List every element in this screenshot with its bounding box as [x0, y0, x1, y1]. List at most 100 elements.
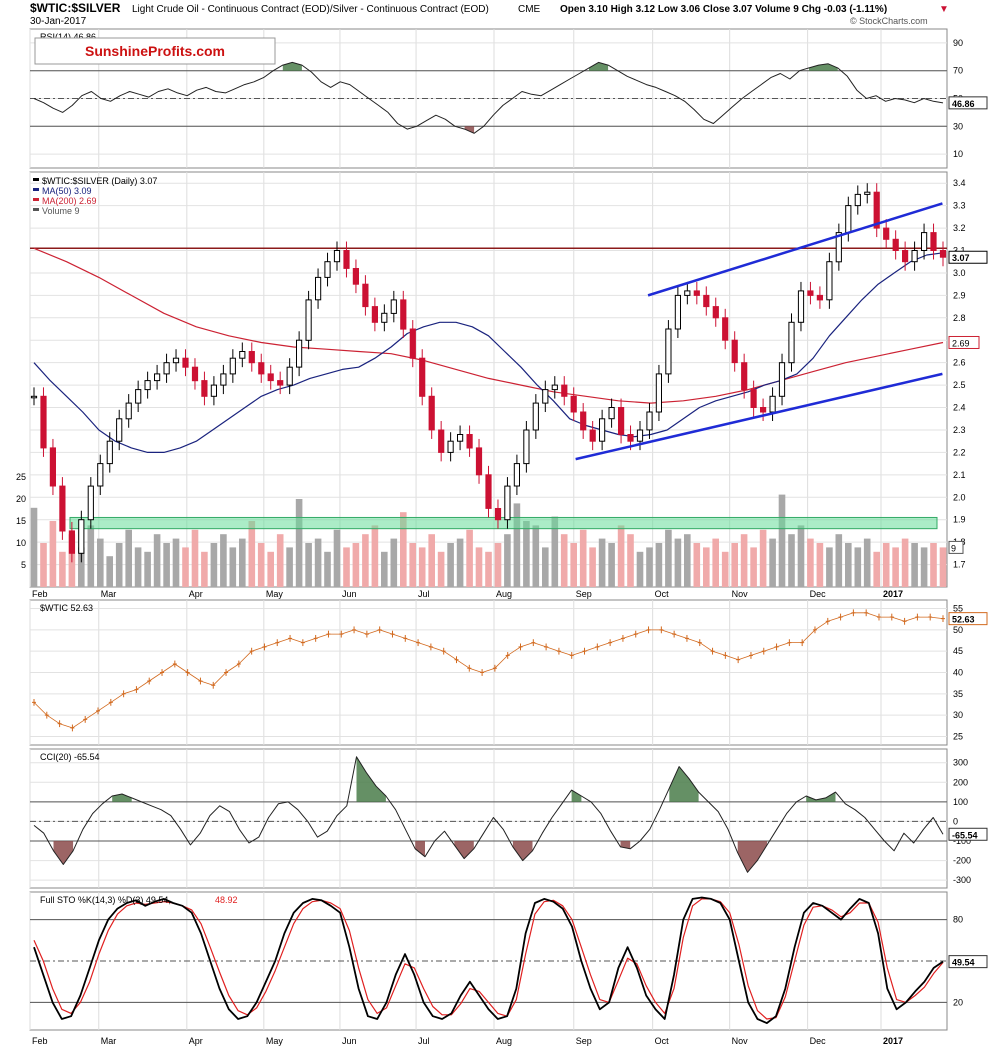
cci-positive-fill: [356, 756, 386, 802]
candle-body: [712, 306, 719, 319]
price-value-box: [948, 250, 988, 264]
volume-bar: [703, 547, 710, 587]
price-series-label: $WTIC:$SILVER (Daily) 3.07: [42, 176, 157, 186]
candle-body: [750, 389, 757, 409]
x-axis-month-label-upper: Jun: [342, 589, 357, 599]
volume-bar: [125, 529, 132, 587]
wtic-tick-label: 50: [953, 625, 963, 635]
volume-bar: [115, 543, 123, 587]
support-zone: [69, 516, 938, 530]
cci-tick-label: -200: [953, 856, 971, 866]
volume-bar: [807, 538, 814, 587]
volume-bar: [873, 551, 880, 587]
cci-tick-label: -300: [953, 875, 971, 885]
cci-negative-fill: [53, 841, 74, 865]
x-axis-month-label-lower: Mar: [101, 1036, 117, 1046]
channel-lower-line: [575, 372, 943, 461]
volume-bar: [911, 543, 918, 587]
candle-body: [902, 250, 909, 263]
chart-panels: 9070503010RSI(14) 46.8646.863.43.33.23.1…: [16, 28, 988, 1031]
candle-body: [921, 232, 928, 252]
volume-bar: [153, 534, 161, 587]
ma50-legend: MA(50) 3.09: [42, 186, 92, 196]
price-panel: 3.43.33.23.13.02.92.82.72.62.52.42.32.22…: [16, 171, 988, 588]
candle-body: [59, 485, 66, 532]
x-axis-month-label-lower: 2017: [883, 1036, 903, 1046]
volume-bar: [144, 551, 151, 587]
wtic-tick-label: 35: [953, 689, 963, 699]
candle-body: [864, 191, 871, 195]
volume-bar: [437, 551, 445, 587]
watermark-text: SunshineProfits.com: [85, 43, 225, 59]
volume-bar: [712, 538, 719, 587]
price-series-label-swatch: [33, 178, 39, 181]
x-axis-month-label-lower: Apr: [189, 1036, 203, 1046]
volume-bar: [475, 547, 483, 587]
rsi-overbought-fill: [589, 62, 609, 71]
candle-body: [494, 508, 502, 521]
candle-body: [684, 290, 691, 296]
candle-body: [674, 294, 681, 330]
volume-bar: [646, 547, 653, 587]
x-axis-month-label-upper: May: [266, 589, 284, 599]
cci-tick-label: 200: [953, 777, 968, 787]
volume-value-label: 9: [951, 543, 956, 553]
candle-body: [125, 402, 132, 420]
volume-tick-label: 5: [21, 560, 26, 570]
volume-bar: [134, 547, 142, 587]
candle-body: [390, 299, 397, 314]
volume-tick-label: 15: [16, 516, 26, 526]
candle-body: [333, 250, 341, 263]
cci-tick-label: -100: [953, 836, 971, 846]
candle-body: [381, 312, 388, 323]
candle-body: [305, 299, 312, 341]
candle-body: [296, 339, 303, 368]
candle-body: [778, 362, 786, 397]
volume-bar: [40, 543, 47, 587]
volume-bar: [447, 543, 454, 587]
ma200-value-label: 2.69: [952, 338, 970, 348]
volume-bar: [854, 547, 862, 587]
price-tick-label: 2.6: [953, 358, 966, 368]
wtic-value-label: 52.63: [952, 615, 975, 625]
candle-body: [485, 474, 492, 509]
cci-panel: 300 200 100 0 -100 -200 -300 CCI(20) -65.54 -65.…: [29, 748, 988, 889]
volume-bar: [30, 507, 38, 587]
wtic-value-box: [948, 612, 988, 626]
rsi-tick-label: 90: [953, 38, 963, 48]
volume-bar: [239, 538, 246, 587]
cci-negative-fill: [454, 841, 474, 859]
candle-body: [220, 373, 227, 386]
candle-body: [542, 389, 549, 404]
candle-body: [731, 339, 738, 364]
rsi-overbought-fill: [282, 62, 302, 71]
rsi-overbought-fill: [809, 63, 838, 71]
candle-body: [523, 429, 530, 465]
volume-bar: [295, 499, 303, 587]
candle-body: [210, 384, 218, 397]
x-axis-month-label-upper: Dec: [810, 589, 827, 599]
ma200-value-box: [948, 335, 980, 349]
volume-bar: [466, 529, 473, 587]
cci-panel-frame: [29, 748, 948, 889]
wtic-line: [33, 612, 944, 729]
candle-body: [286, 366, 293, 386]
rsi-panel-label: RSI(14) 46.86: [40, 32, 96, 42]
chart-description: Light Crude Oil - Continuous Contract (E…: [132, 4, 489, 15]
wtic-panel-label: $WTIC 52.63: [40, 603, 93, 613]
candle-body: [163, 362, 170, 375]
sto-panel: 80 20 Full STO %K(14,3) %D(3) 49.54, 48.92 4…: [29, 891, 988, 1031]
volume-bar: [324, 551, 331, 587]
candle-body: [769, 395, 776, 413]
wtic-tick-label: 55: [953, 604, 963, 614]
cci-tick-label: 0: [953, 816, 958, 826]
volume-bar: [172, 538, 180, 587]
price-tick-label: 3.1: [953, 246, 966, 256]
candle-body: [201, 380, 208, 397]
quote-change-arrow: ▼: [939, 4, 949, 15]
volume-bar: [598, 538, 606, 587]
volume-bar: [636, 551, 644, 587]
volume-bar: [428, 534, 435, 587]
ma50-legend-swatch: [33, 188, 39, 191]
volume-bar: [78, 547, 85, 587]
